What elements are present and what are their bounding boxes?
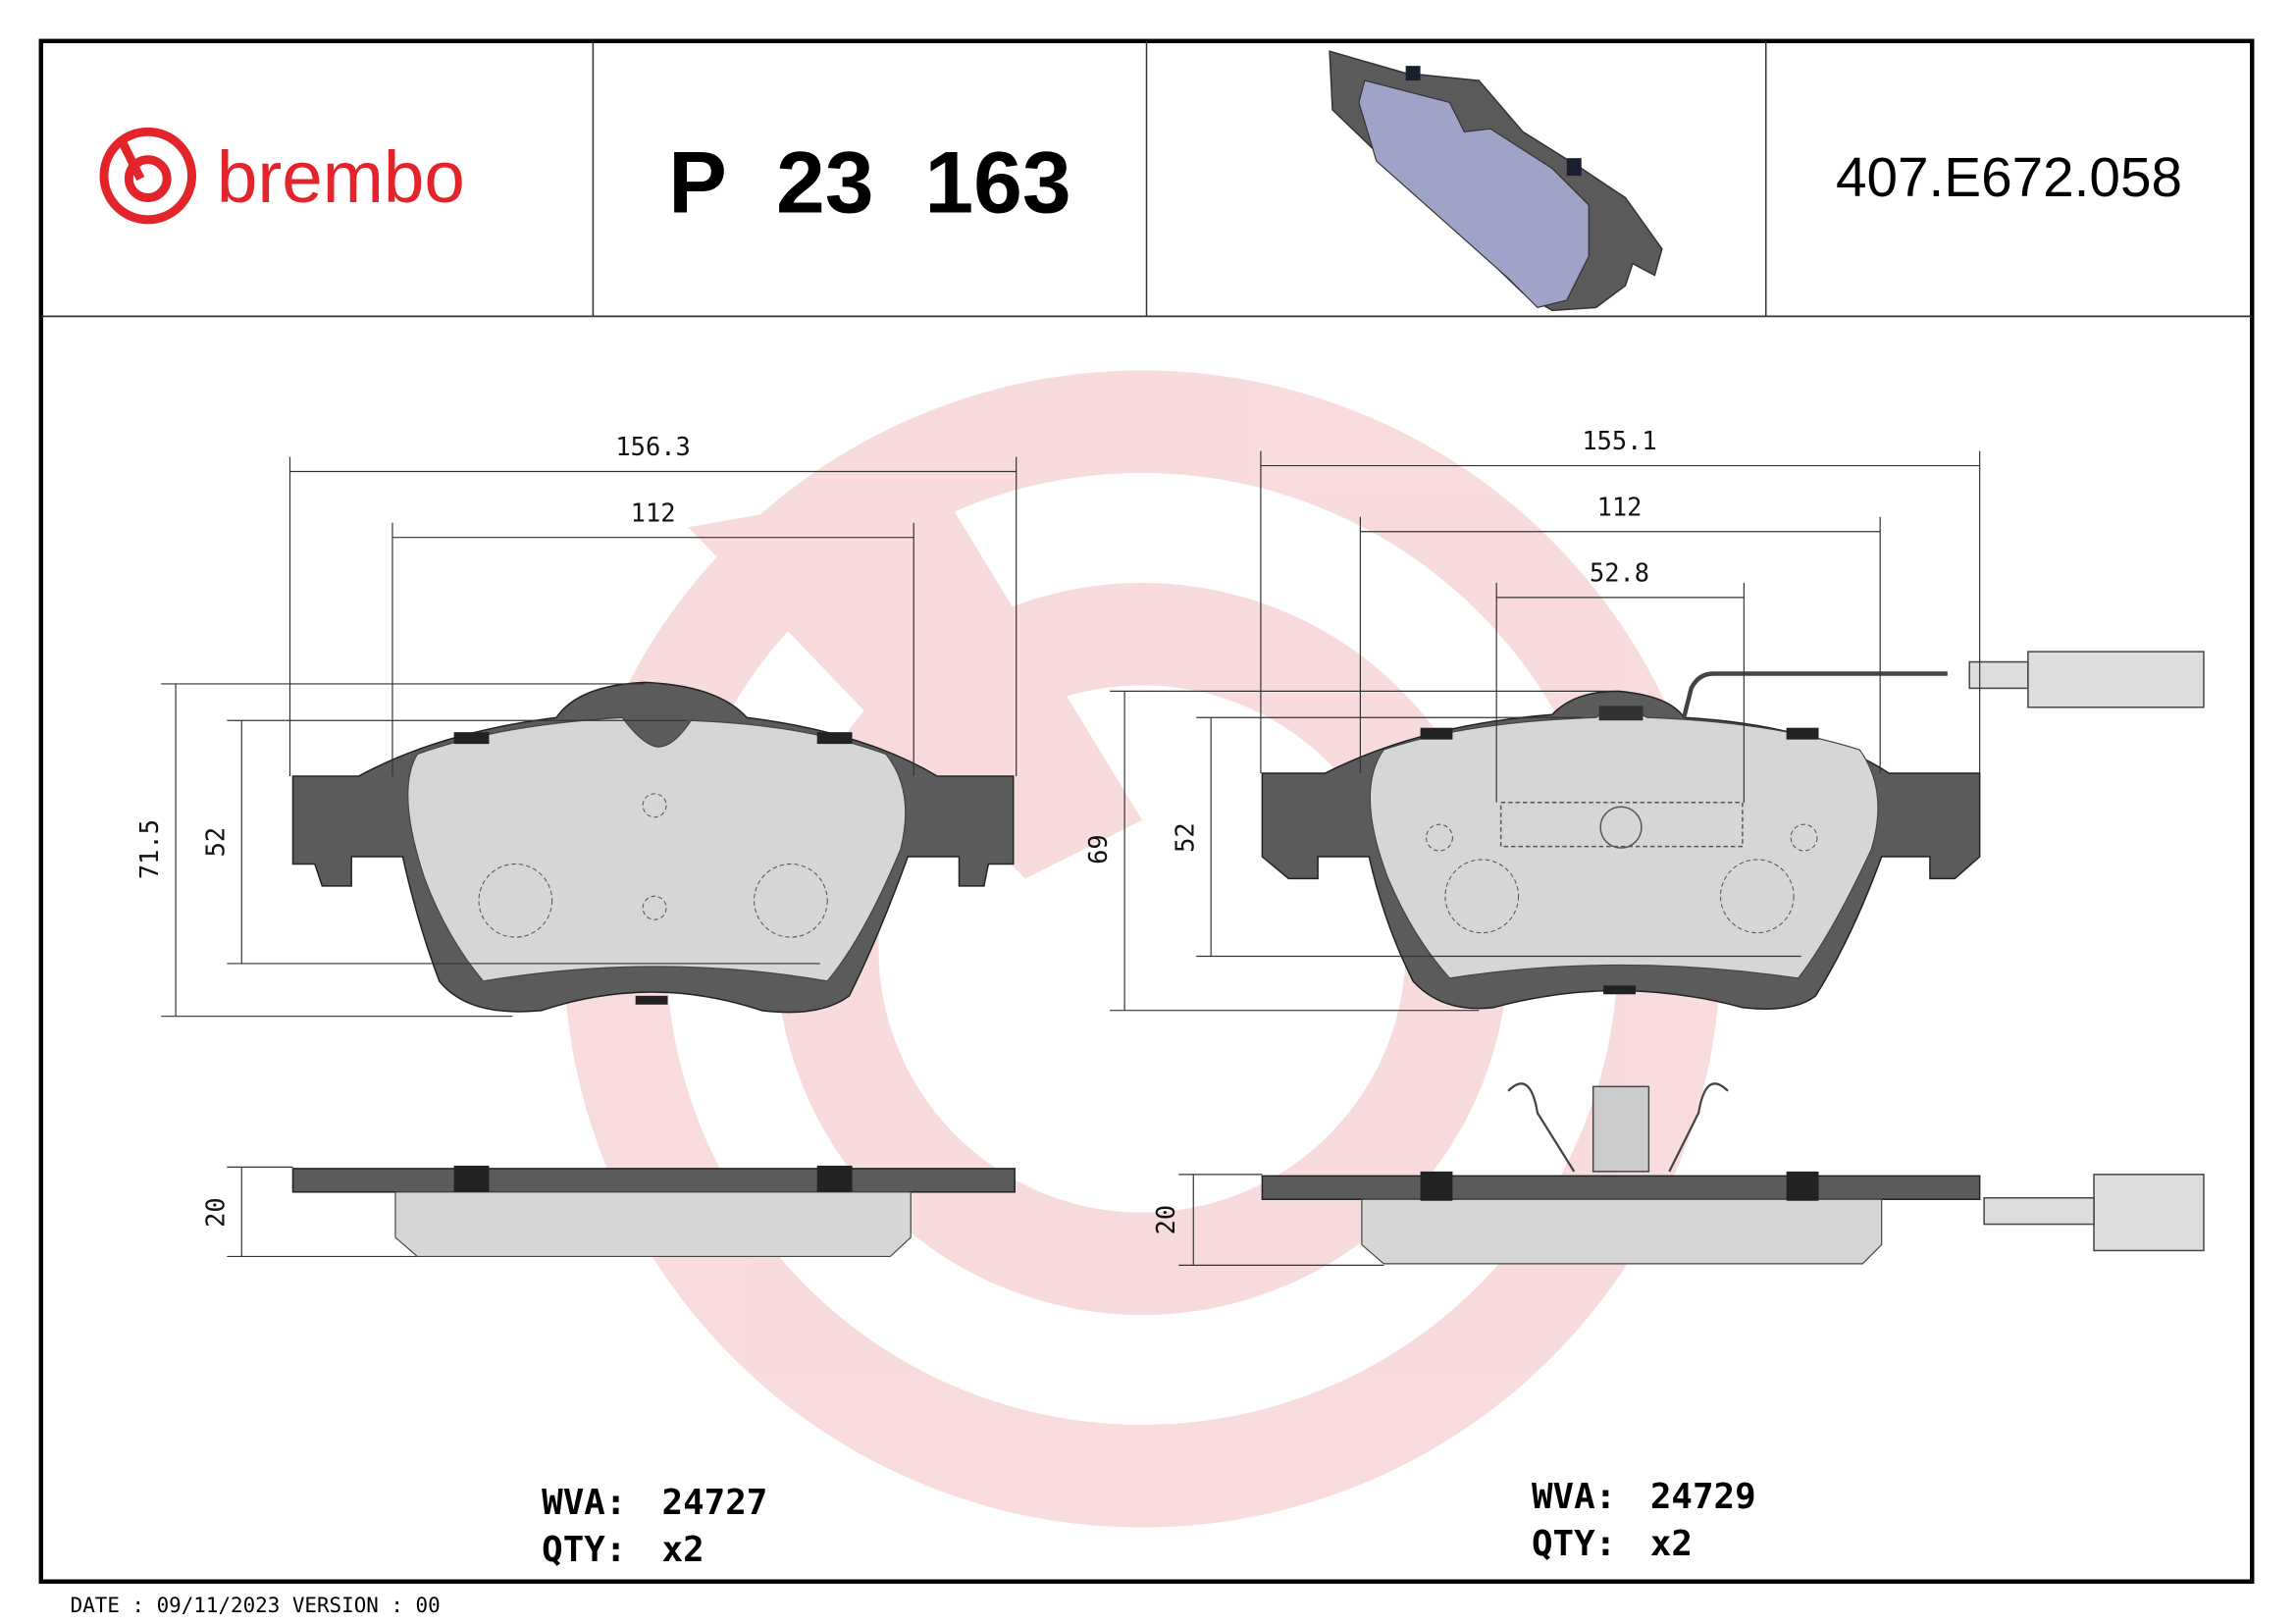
dim-width-total: 155.1 <box>1582 426 1656 455</box>
dim-thickness: 20 <box>1151 1205 1180 1235</box>
brake-pad-3d-icon <box>1329 50 1663 312</box>
dim-height-inner: 52 <box>200 827 230 858</box>
right-pad-side-view: 20 <box>1151 1082 2205 1266</box>
dim-thickness: 20 <box>200 1197 230 1228</box>
brembo-logo-icon <box>99 127 196 225</box>
brand-name: brembo <box>217 135 465 218</box>
dim-width-total: 156.3 <box>615 432 690 461</box>
part-number: P 23 163 <box>668 132 1071 231</box>
dim-width-center: 52.8 <box>1590 557 1649 587</box>
left-wva-value: 24727 <box>662 1483 768 1523</box>
left-pad-side-view: 20 <box>200 1165 1016 1258</box>
footer-date-version: DATE : 09/11/2023 VERSION : 00 <box>71 1594 441 1617</box>
left-pad-front-view <box>291 681 1015 1014</box>
right-wva-label: WVA: <box>1532 1477 1616 1517</box>
dim-height-inner: 52 <box>1170 822 1199 853</box>
left-qty-label: QTY: <box>542 1530 626 1570</box>
dim-height-total: 69 <box>1083 834 1113 864</box>
left-qty-value: x2 <box>662 1530 704 1570</box>
right-wva-value: 24729 <box>1650 1477 1756 1517</box>
right-pad-dimensions: 155.1 112 52.8 69 52 <box>1083 426 1981 1012</box>
right-qty-value: x2 <box>1650 1524 1693 1564</box>
right-pad-front-view <box>1261 651 2205 1010</box>
dim-height-total: 71.5 <box>134 819 164 879</box>
dim-width-inner: 112 <box>1597 492 1643 521</box>
dim-width-inner: 112 <box>631 498 676 527</box>
right-qty-label: QTY: <box>1532 1524 1616 1564</box>
code-number: 407.E672.058 <box>1836 147 2182 209</box>
left-pad-dimensions: 156.3 112 71.5 52 <box>134 432 1018 1018</box>
left-wva-label: WVA: <box>542 1483 626 1523</box>
